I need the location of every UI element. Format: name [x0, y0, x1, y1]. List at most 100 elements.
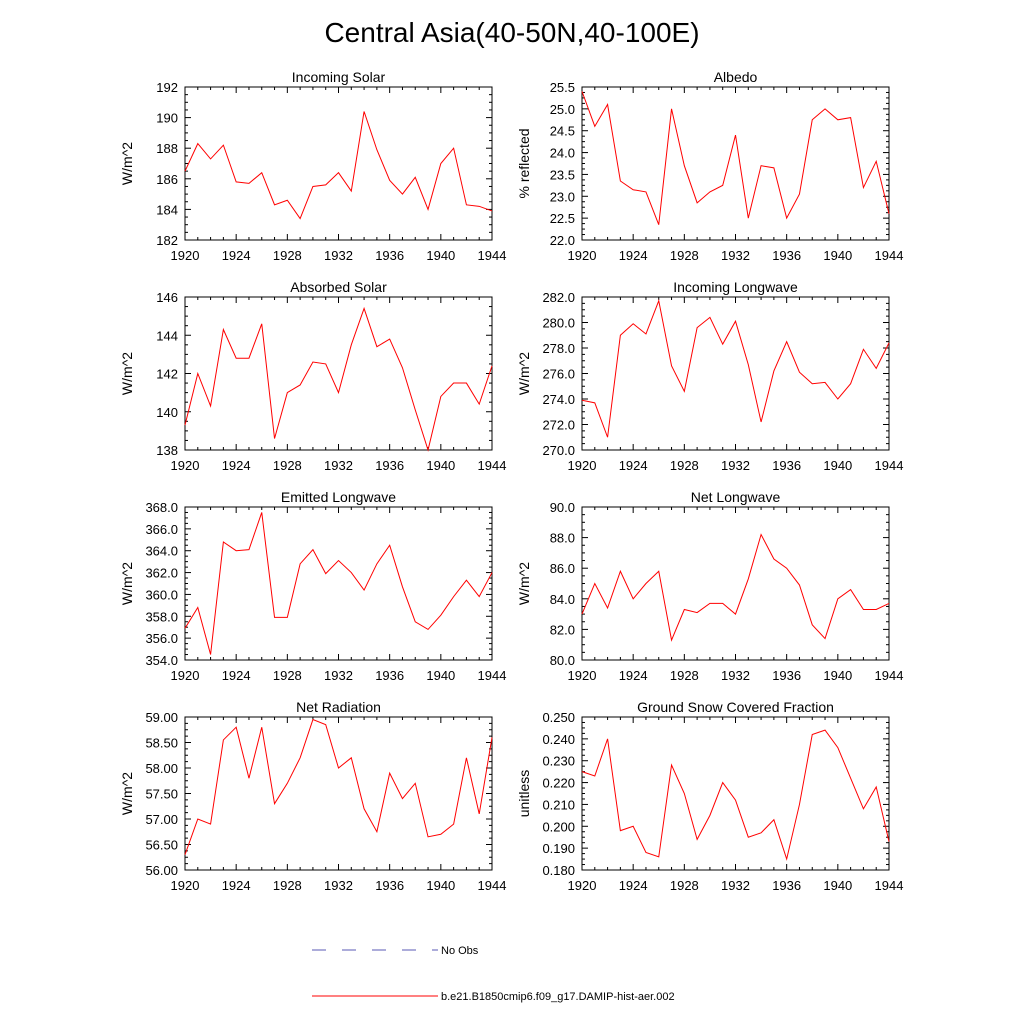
- panel-emitted-longwave-xtick-label: 1936: [375, 668, 404, 683]
- panel-emitted-longwave-xtick-label: 1932: [324, 668, 353, 683]
- panel-incoming-longwave-xtick-label: 1924: [619, 458, 648, 473]
- panel-emitted-longwave-ytick-label: 362.0: [145, 566, 178, 581]
- panel-albedo-xtick-label: 1920: [568, 248, 597, 263]
- panel-emitted-longwave-xtick-label: 1944: [478, 668, 507, 683]
- panel-incoming-longwave-xtick-label: 1940: [823, 458, 852, 473]
- panel-incoming-longwave-ytick-label: 282.0: [542, 290, 575, 305]
- panel-ground-snow-covered-fraction: Ground Snow Covered Fraction unitless 1920…: [516, 699, 903, 893]
- panel-albedo-series-line: [581, 91, 890, 225]
- panel-ground-snow-covered-fraction-ylabel: unitless: [516, 770, 532, 817]
- panel-net-longwave-xtick-label: 1924: [619, 668, 648, 683]
- panel-incoming-solar-ytick-label: 188: [156, 141, 178, 156]
- panel-albedo-xtick-label: 1944: [875, 248, 904, 263]
- panel-incoming-solar-ytick-label: 190: [156, 111, 178, 126]
- panel-net-longwave-xtick-label: 1920: [568, 668, 597, 683]
- panel-absorbed-solar-series-line: [184, 306, 493, 452]
- panel-ground-snow-covered-fraction-ytick-label: 0.250: [542, 710, 575, 725]
- panel-incoming-longwave-ytick-label: 270.0: [542, 443, 575, 458]
- panel-net-longwave-ytick-label: 90.0: [550, 500, 575, 515]
- panel-incoming-longwave-xtick-label: 1928: [670, 458, 699, 473]
- panel-net-radiation-ytick-label: 58.50: [145, 736, 178, 751]
- panel-absorbed-solar-frame: [184, 296, 493, 451]
- panel-incoming-solar-xtick-label: 1944: [478, 248, 507, 263]
- panel-incoming-solar-xtick-label: 1928: [273, 248, 302, 263]
- panel-emitted-longwave-xtick-label: 1940: [426, 668, 455, 683]
- panel-net-radiation-xtick-label: 1944: [478, 878, 507, 893]
- panel-incoming-longwave-title: Incoming Longwave: [673, 279, 798, 295]
- panel-incoming-longwave-frame: [581, 296, 890, 451]
- panel-incoming-solar-frame: [184, 86, 493, 241]
- panel-net-radiation-xtick-label: 1920: [171, 878, 200, 893]
- panel-net-radiation-ytick-label: 57.50: [145, 787, 178, 802]
- panel-emitted-longwave-ytick-label: 368.0: [145, 500, 178, 515]
- panel-albedo-ytick-label: 24.0: [550, 146, 575, 161]
- panel-albedo-ytick-label: 25.5: [550, 80, 575, 95]
- panel-ground-snow-covered-fraction-ytick-label: 0.180: [542, 863, 575, 878]
- panel-albedo-frame: [581, 86, 890, 241]
- panel-albedo-xtick-label: 1928: [670, 248, 699, 263]
- panel-incoming-solar-series-line: [184, 111, 493, 220]
- panel-incoming-longwave-xtick-label: 1932: [721, 458, 750, 473]
- panel-emitted-longwave: Emitted Longwave W/m^2 1920 1924 1928 1932 193…: [119, 489, 506, 683]
- panel-albedo-ylabel: % reflected: [516, 128, 532, 198]
- panel-albedo-xtick-label: 1936: [772, 248, 801, 263]
- panel-net-radiation-xtick-label: 1936: [375, 878, 404, 893]
- panel-emitted-longwave-xtick-label: 1928: [273, 668, 302, 683]
- panel-net-longwave: Net Longwave W/m^2 1920 1924 1928 1932 1936 194…: [516, 489, 903, 683]
- panel-incoming-solar-xtick-label: 1924: [222, 248, 251, 263]
- panel-incoming-longwave-ylabel: W/m^2: [516, 352, 532, 395]
- panel-net-longwave-ylabel: W/m^2: [516, 562, 532, 605]
- legend: No Obs b.e21.B1850cmip6.f09_g17.DAMIP-hi…: [312, 945, 675, 1003]
- figure-title: Central Asia(40-50N,40-100E): [324, 17, 699, 48]
- panel-incoming-longwave-ytick-label: 276.0: [542, 367, 575, 382]
- panel-ground-snow-covered-fraction-ytick-label: 0.240: [542, 732, 575, 747]
- panel-incoming-longwave-series-line: [581, 299, 890, 438]
- panel-albedo-ytick-label: 23.5: [550, 167, 575, 182]
- panel-ground-snow-covered-fraction-title: Ground Snow Covered Fraction: [637, 699, 834, 715]
- panel-absorbed-solar-xtick-label: 1928: [273, 458, 302, 473]
- panel-net-radiation-ytick-label: 56.00: [145, 863, 178, 878]
- panel-net-radiation-frame: [184, 716, 493, 871]
- panel-ground-snow-covered-fraction-ytick-label: 0.200: [542, 819, 575, 834]
- panel-incoming-longwave-ytick-label: 280.0: [542, 316, 575, 331]
- panel-net-radiation-ytick-label: 57.00: [145, 812, 178, 827]
- panel-absorbed-solar-xtick-label: 1924: [222, 458, 251, 473]
- panel-albedo-ytick-label: 22.0: [550, 233, 575, 248]
- panel-absorbed-solar-xtick-label: 1920: [171, 458, 200, 473]
- panel-incoming-longwave-ytick-label: 274.0: [542, 392, 575, 407]
- legend-obs-label: No Obs: [441, 945, 479, 957]
- panel-ground-snow-covered-fraction-xtick-label: 1940: [823, 878, 852, 893]
- panel-ground-snow-covered-fraction-ytick-label: 0.190: [542, 841, 575, 856]
- panel-incoming-solar-ylabel: W/m^2: [119, 142, 135, 185]
- panel-ground-snow-covered-fraction-xtick-label: 1932: [721, 878, 750, 893]
- panel-emitted-longwave-frame: [184, 506, 493, 661]
- panel-incoming-solar-ytick-label: 186: [156, 172, 178, 187]
- panel-absorbed-solar-ytick-label: 144: [156, 328, 178, 343]
- panel-ground-snow-covered-fraction-ytick-label: 0.210: [542, 797, 575, 812]
- panel-emitted-longwave-series-line: [184, 512, 493, 655]
- panel-net-longwave-xtick-label: 1928: [670, 668, 699, 683]
- panel-albedo: Albedo % reflected 1920 1924 1928 1932 1936 194…: [516, 69, 903, 263]
- panel-incoming-solar-xtick-label: 1940: [426, 248, 455, 263]
- panel-net-longwave-frame: [581, 506, 890, 661]
- legend-model-label: b.e21.B1850cmip6.f09_g17.DAMIP-hist-aer.…: [441, 991, 675, 1003]
- panel-emitted-longwave-ytick-label: 366.0: [145, 522, 178, 537]
- panel-net-longwave-ytick-label: 80.0: [550, 653, 575, 668]
- panel-incoming-longwave-ytick-label: 278.0: [542, 341, 575, 356]
- panel-emitted-longwave-ytick-label: 358.0: [145, 609, 178, 624]
- panel-albedo-ytick-label: 25.0: [550, 102, 575, 117]
- panel-incoming-longwave-xtick-label: 1920: [568, 458, 597, 473]
- panel-incoming-longwave-ytick-label: 272.0: [542, 418, 575, 433]
- panel-absorbed-solar-xtick-label: 1940: [426, 458, 455, 473]
- panel-incoming-solar-xtick-label: 1920: [171, 248, 200, 263]
- panel-net-longwave-xtick-label: 1932: [721, 668, 750, 683]
- panel-net-radiation-xtick-label: 1928: [273, 878, 302, 893]
- panel-net-longwave-ytick-label: 82.0: [550, 622, 575, 637]
- panel-incoming-solar-ytick-label: 184: [156, 202, 178, 217]
- panel-albedo-ytick-label: 22.5: [550, 211, 575, 226]
- panel-emitted-longwave-ylabel: W/m^2: [119, 562, 135, 605]
- panel-net-radiation-series-line: [184, 718, 493, 855]
- panel-net-radiation: Net Radiation W/m^2 1920 1924 1928 1932 1936 19…: [119, 699, 506, 893]
- panel-net-longwave-xtick-label: 1944: [875, 668, 904, 683]
- panel-net-longwave-xtick-label: 1940: [823, 668, 852, 683]
